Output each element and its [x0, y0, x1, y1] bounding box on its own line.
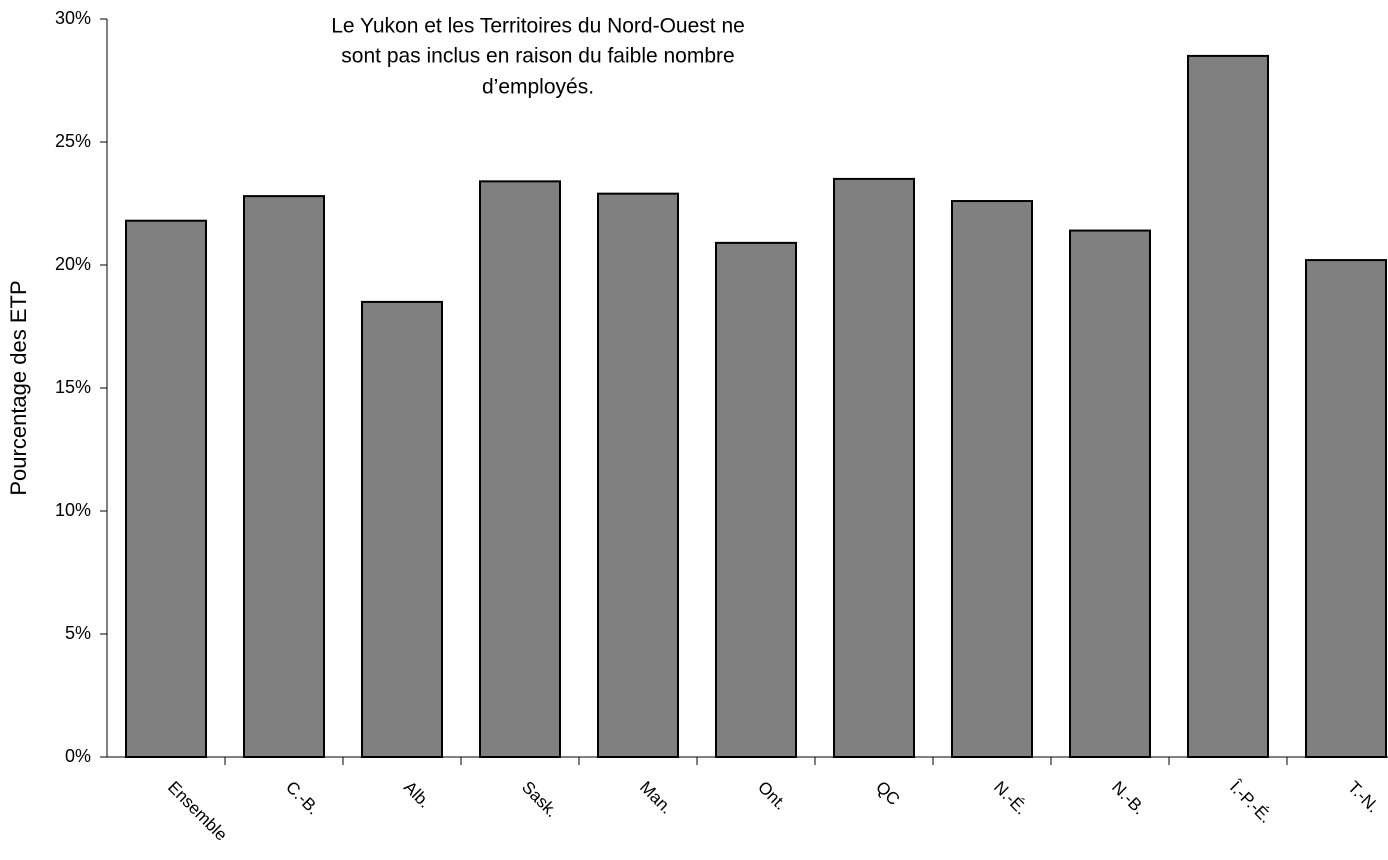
x-tick-label: Man. [636, 778, 676, 818]
annotation: d’employés. [482, 76, 594, 99]
x-tick-label: QC [872, 778, 903, 809]
y-tick-label: 5% [65, 623, 91, 643]
y-tick-label: 20% [55, 254, 91, 274]
bar [597, 192, 679, 759]
bar [243, 195, 325, 758]
bar [1305, 259, 1387, 758]
x-tick-label: N.-B. [1108, 778, 1149, 819]
x-tick-label: T.-N. [1344, 778, 1383, 817]
x-tick-label: Ensemble [164, 778, 231, 845]
x-tick-label: N.-É. [990, 778, 1031, 819]
y-tick-label: 30% [55, 8, 91, 28]
bar [479, 180, 561, 759]
annotation: sont pas inclus en raison du faible nomb… [341, 45, 734, 68]
y-tick-label: 25% [55, 131, 91, 151]
bar [951, 200, 1033, 759]
bar [715, 241, 797, 759]
bar [833, 177, 915, 758]
bar [1069, 229, 1151, 758]
y-axis-label: Pourcentage des ETP [6, 280, 31, 495]
annotation: Le Yukon et les Territoires du Nord-Oues… [331, 15, 745, 38]
bar [361, 300, 443, 758]
y-tick-label: 15% [55, 377, 91, 397]
x-tick-label: Alb. [400, 778, 434, 812]
x-tick-label: Ont. [754, 778, 790, 814]
x-tick-label: C.-B. [282, 778, 323, 819]
y-tick-label: 0% [65, 746, 91, 766]
bar [125, 219, 207, 759]
bar [1187, 54, 1269, 758]
x-tick-label: Î.-P.-É. [1225, 777, 1275, 827]
x-tick-label: Sask. [518, 778, 562, 822]
y-tick-label: 10% [55, 500, 91, 520]
